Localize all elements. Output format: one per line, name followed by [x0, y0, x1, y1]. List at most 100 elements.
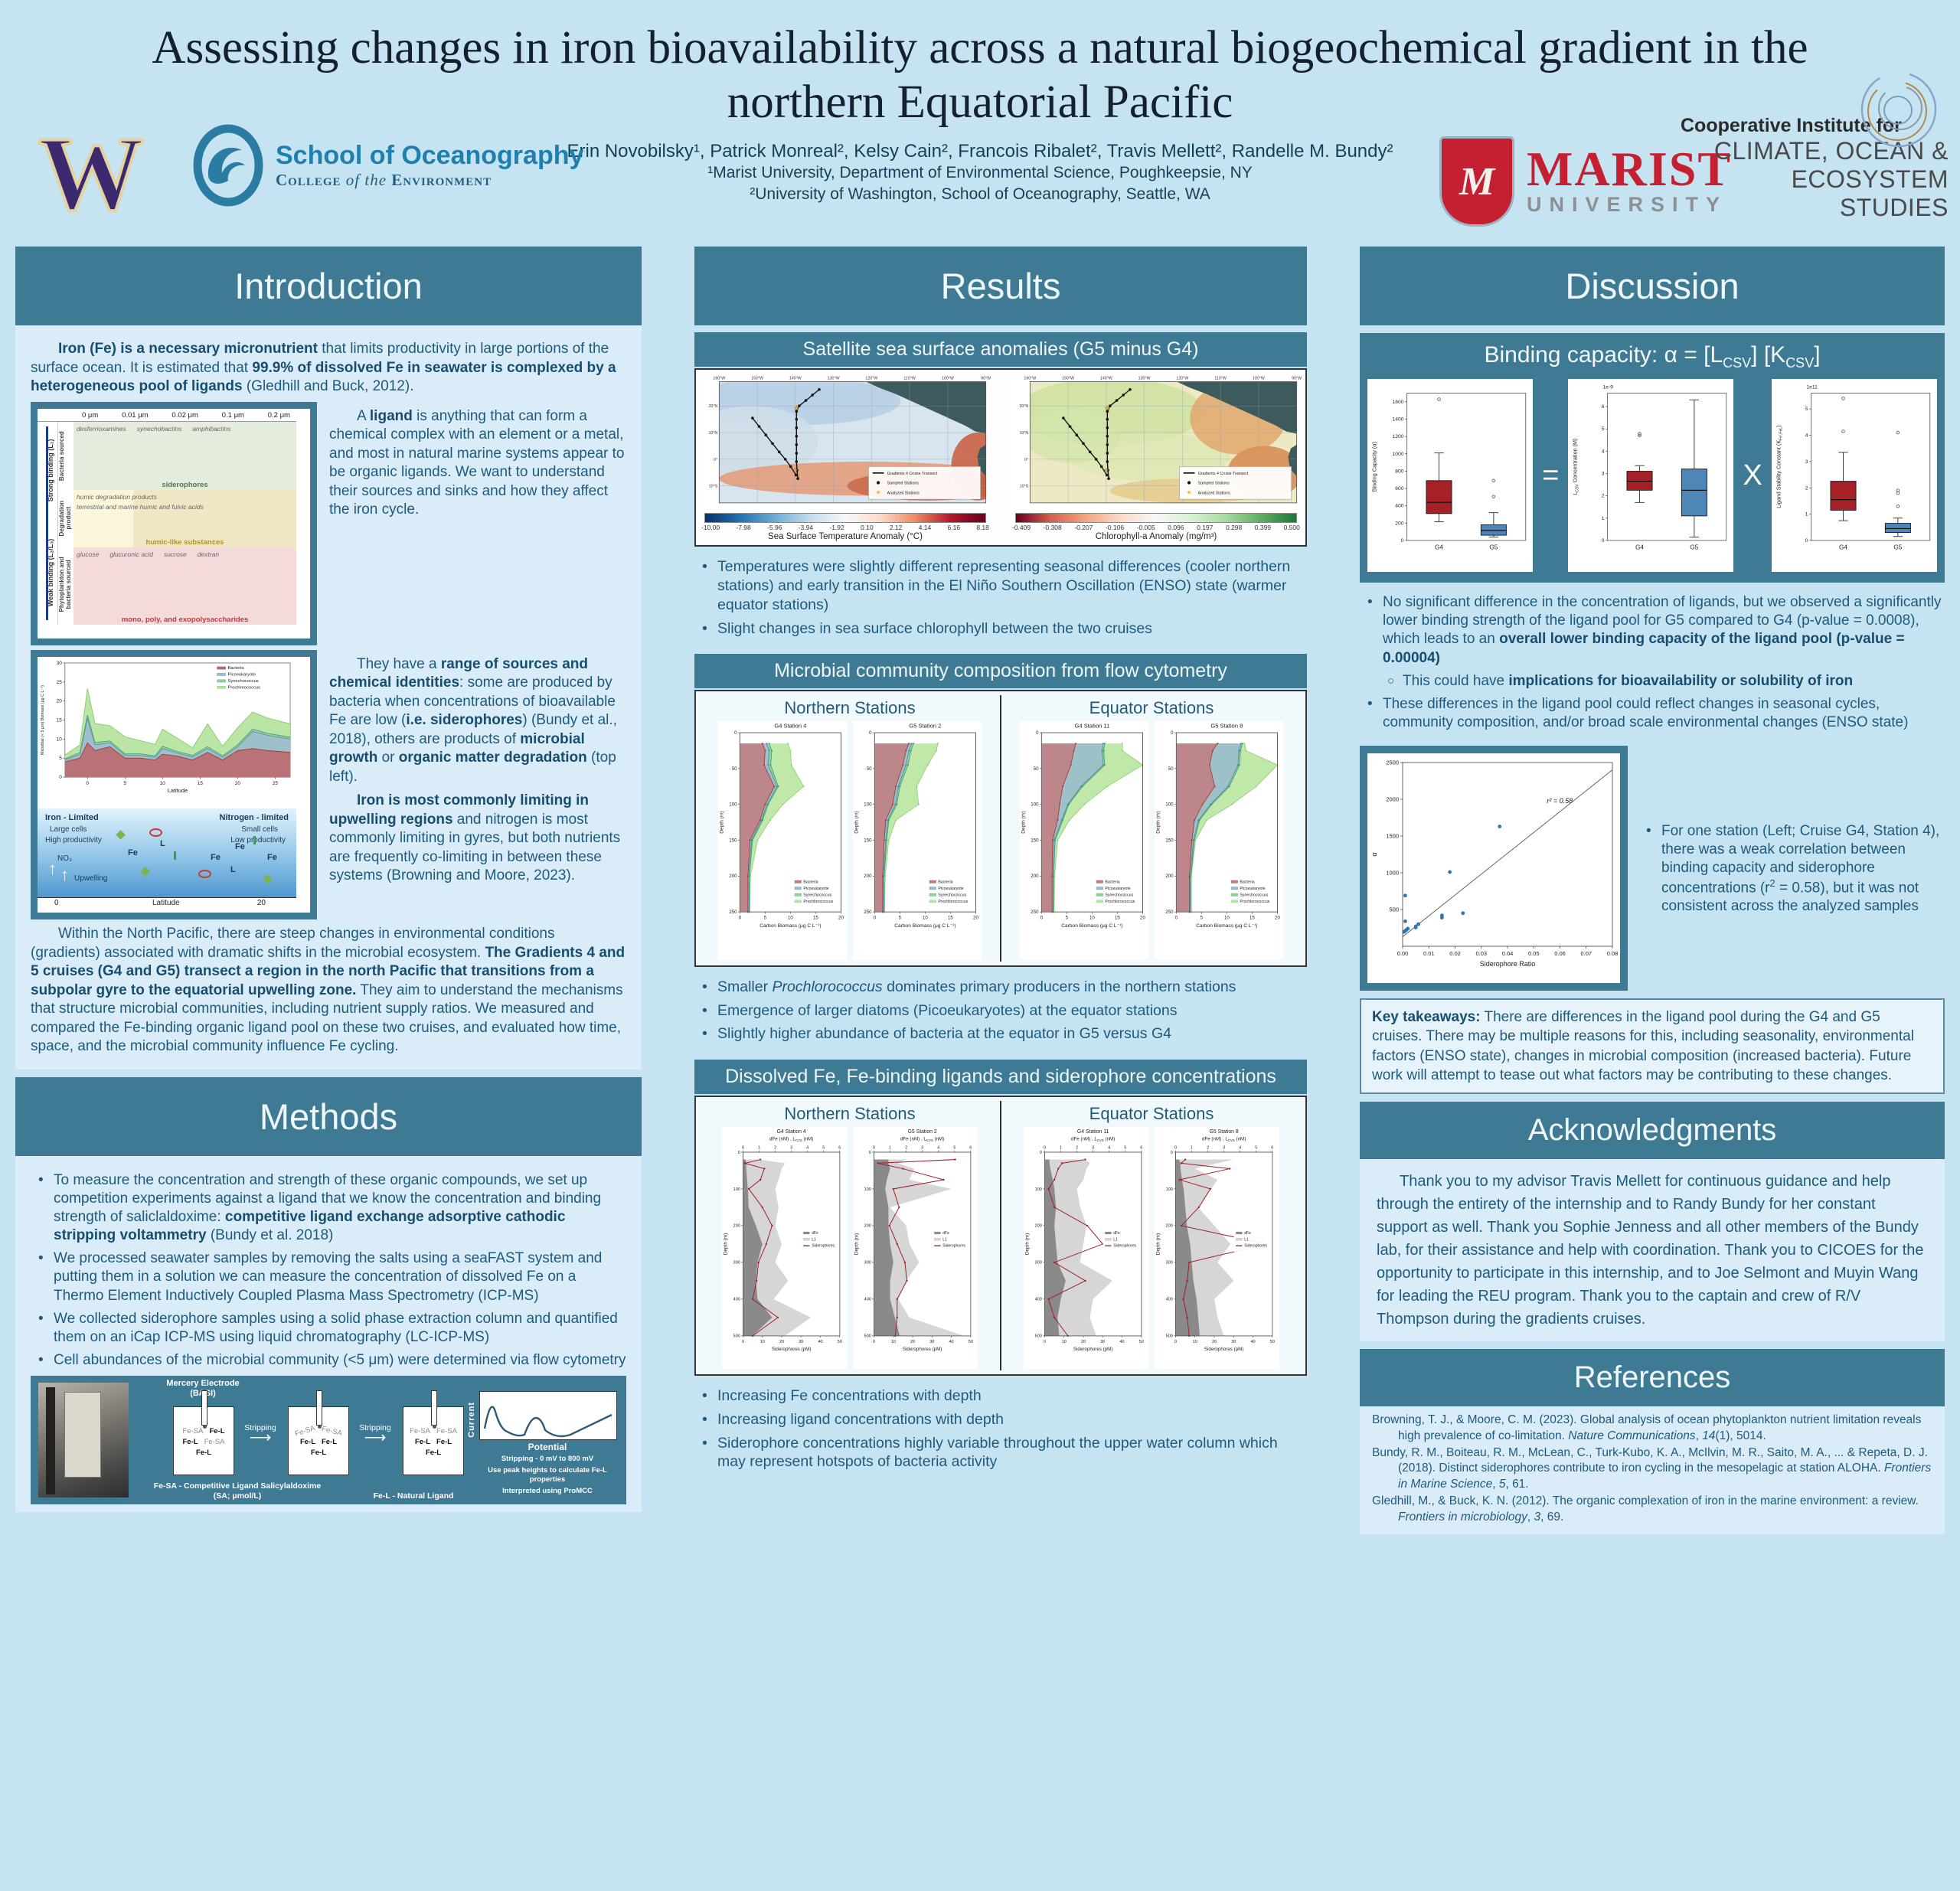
colorbar-tick: -5.96: [767, 524, 782, 532]
reference-entry: Gledhill, M., & Buck, K. N. (2012). The …: [1372, 1494, 1932, 1525]
svg-text:0: 0: [86, 781, 89, 786]
svg-text:400: 400: [864, 1298, 871, 1302]
text-run: We collected siderophore samples using a…: [54, 1310, 618, 1345]
svg-text:6: 6: [1271, 1146, 1273, 1151]
bullet: Emergence of larger diatoms (Picoeukaryo…: [701, 1001, 1307, 1021]
svg-text:150°W: 150°W: [1062, 376, 1074, 380]
text-run: Cell abundances of the microbial communi…: [54, 1351, 626, 1368]
text-run: Increasing ligand concentrations with de…: [717, 1410, 1004, 1428]
marist-logo: M MARIST UNIVERSITY: [1439, 136, 1732, 227]
text-run: , 61.: [1505, 1477, 1529, 1491]
high-productivity-label: High productivity: [45, 836, 102, 845]
svg-text:dFe: dFe: [1113, 1231, 1120, 1236]
svg-text:1: 1: [1602, 516, 1605, 521]
group-title: Equator Stations: [1089, 698, 1214, 718]
svg-text:40: 40: [1120, 1340, 1125, 1344]
svg-text:6: 6: [1140, 1146, 1142, 1151]
text-run: Key takeaways:: [1372, 1009, 1481, 1026]
svg-text:30: 30: [929, 1340, 934, 1344]
svg-text:100°W: 100°W: [942, 376, 954, 380]
upwelling-arrow-icon: ↑: [48, 859, 57, 879]
svg-text:0°: 0°: [1024, 458, 1028, 462]
svg-text:10: 10: [1193, 1340, 1197, 1344]
low-productivity-label: Low productivity: [230, 836, 286, 845]
colorbar-tick: 0.096: [1168, 524, 1184, 532]
svg-text:0: 0: [1040, 1151, 1042, 1155]
text-run: Within the North Pacific, there are stee…: [31, 926, 555, 961]
svg-text:10°S: 10°S: [1020, 485, 1029, 489]
lcsv-boxplot: 1e-9 0 1 2 3 4 5 6 G4 G5 LCSV Concentration (M): [1572, 384, 1727, 550]
chl-colorbar: [1015, 513, 1297, 524]
svg-text:20°N: 20°N: [1019, 404, 1028, 409]
svg-text:90°W: 90°W: [1292, 376, 1302, 380]
bullet: We processed seawater samples by removin…: [37, 1249, 626, 1305]
colorbar-tick: 0.197: [1197, 524, 1214, 532]
svg-text:15: 15: [1115, 916, 1120, 921]
svg-text:Ligand Stability Constant (KFe: Ligand Stability Constant (KFe',FeL): [1775, 425, 1783, 508]
text-run: ] [K: [1751, 342, 1786, 367]
bullet: No significant difference in the concent…: [1366, 593, 1945, 668]
svg-text:Siderophore Ratio: Siderophore Ratio: [1480, 960, 1536, 968]
svg-text:L1: L1: [1244, 1237, 1249, 1242]
svg-text:Gradients 4 Cruise Transect: Gradients 4 Cruise Transect: [1198, 472, 1249, 476]
svg-text:500: 500: [1166, 1334, 1173, 1339]
instrument-photo: [38, 1383, 129, 1498]
left-column: Introduction Iron (Fe) is a necessary mi…: [15, 247, 642, 1534]
beaker-3: Fe-SA Fe-SA Fe-L Fe-L Fe-L: [403, 1390, 464, 1476]
ligand-label: L: [230, 865, 236, 875]
voltammogram-curve: [479, 1391, 617, 1441]
bullet: Siderophore concentrations highly variab…: [701, 1434, 1307, 1472]
siderophores-band: desferrioxamines synechobactins amphibacti…: [74, 421, 296, 491]
limitation-cartoon: Iron - Limited Large cells High producti…: [38, 808, 296, 898]
svg-text:2500: 2500: [1386, 759, 1399, 766]
beaker-1: Fe-SA Fe-L Fe-L Fe-SA Fe-L: [173, 1390, 234, 1476]
svg-text:10: 10: [1224, 916, 1230, 921]
svg-text:4: 4: [1602, 449, 1605, 454]
axis-label: Latitude: [152, 899, 180, 908]
svg-text:★: ★: [1187, 488, 1192, 495]
references-header: References: [1360, 1349, 1945, 1407]
fe-sa-caption: Fe-SA - Competitive Ligand Salicylaldoxi…: [153, 1481, 322, 1501]
text-run: and nitrogen is most commonly limiting i…: [329, 811, 621, 884]
text-run: ) (Bundy et al., 2018), others are produ…: [329, 712, 617, 747]
text-run: 99.9% of dissolved Fe in seawater is com…: [31, 359, 616, 395]
svg-text:dFe: dFe: [812, 1231, 818, 1236]
svg-text:0: 0: [1044, 1146, 1046, 1151]
svg-text:500: 500: [1389, 906, 1399, 913]
discussion-header: Discussion: [1360, 247, 1945, 325]
molecule-name: dextran: [197, 550, 220, 558]
stripping-label: Stripping: [359, 1423, 391, 1433]
svg-text:G4 Station 11: G4 Station 11: [1075, 723, 1110, 730]
electrode-icon: [201, 1390, 207, 1429]
svg-text:G4: G4: [1839, 544, 1847, 550]
text-run: (Bundy et al. 2018): [206, 1227, 334, 1244]
text-run: We processed seawater samples by removin…: [54, 1250, 603, 1304]
svg-text:1: 1: [1191, 1146, 1193, 1151]
text-run: Temperatures were slightly different rep…: [717, 558, 1291, 613]
svg-text:150: 150: [1031, 838, 1039, 844]
svg-text:0.07: 0.07: [1580, 950, 1592, 957]
svg-text:G4: G4: [1635, 544, 1644, 550]
svg-text:Synechococcus: Synechococcus: [1240, 893, 1268, 898]
dissolved-fe-subheader: Dissolved Fe, Fe-binding ligands and sid…: [694, 1060, 1307, 1095]
stripping-note: Stripping - 0 mV to 800 mV: [501, 1455, 594, 1464]
size-axis: 0 μm 0.01 μm 0.02 μm 0.1 μm 0.2 μm: [38, 409, 296, 422]
microbial-bullets: Smaller Prochlorococcus dominates primar…: [694, 973, 1307, 1048]
text-run: microbial growth: [329, 730, 585, 766]
svg-text:0: 0: [742, 1146, 744, 1151]
biomass-latitude-figure: 0 5 10 15 20 25 0 5 10 15 20 25 30 Latitude Microbial …: [31, 649, 317, 920]
svg-text:140°W: 140°W: [1100, 376, 1112, 380]
text-run: organic matter degradation: [398, 750, 587, 766]
promcc-note: Interpreted using ProMCC: [502, 1486, 593, 1495]
dissolved-fe-panel: Northern Stations G4 Station 4 dFe (nM) ,…: [694, 1096, 1307, 1377]
svg-text:dFe (nM) , LCVS (nM): dFe (nM) , LCVS (nM): [1202, 1137, 1246, 1143]
svg-text:G5 Station 8: G5 Station 8: [1210, 723, 1243, 730]
voltammogram: Potential Stripping - 0 mV to 800 mV Use…: [479, 1391, 617, 1496]
svg-text:30: 30: [799, 1340, 803, 1344]
svg-text:5: 5: [899, 916, 902, 921]
cicoes-logo: Cooperative Institute for CLIMATE, OCEAN…: [1681, 71, 1949, 222]
text-run: ,: [1492, 1477, 1499, 1491]
svg-text:Analyzed Stations: Analyzed Stations: [1198, 491, 1231, 495]
intro-paragraph-1: Iron (Fe) is a necessary micronutrient t…: [31, 340, 626, 397]
svg-text:5: 5: [953, 1146, 956, 1151]
